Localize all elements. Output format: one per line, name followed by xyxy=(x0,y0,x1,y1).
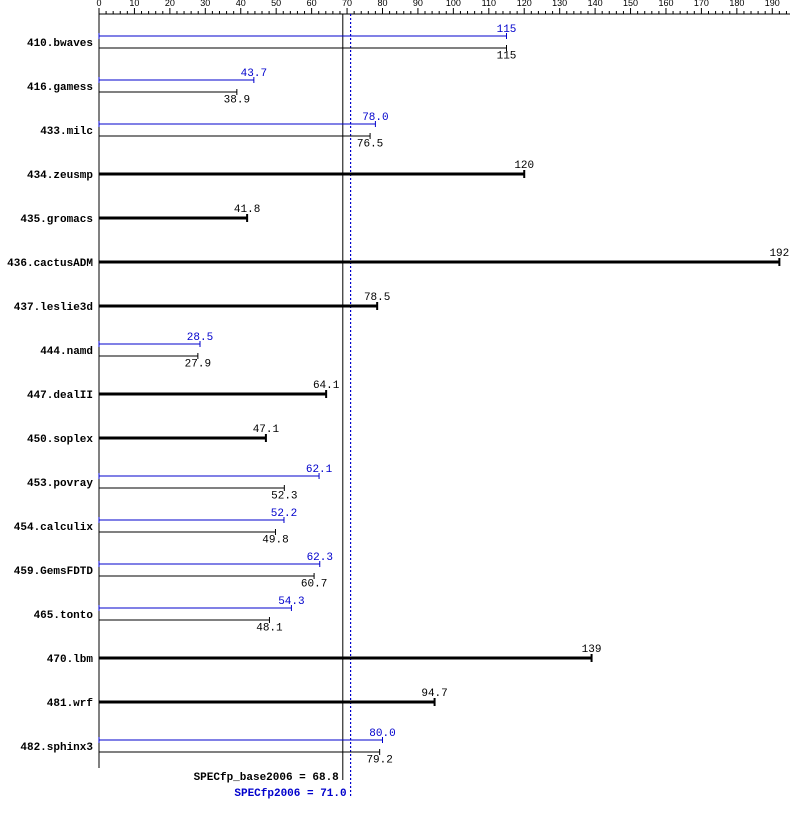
base-value-label: 139 xyxy=(582,644,602,656)
benchmark-row: 433.milc 78.0 76.5 xyxy=(40,112,388,150)
benchmark-label: 434.zeusmp xyxy=(27,170,93,182)
x-tick-label: 130 xyxy=(552,0,567,8)
benchmark-row: 447.dealII 64.1 xyxy=(27,380,340,402)
base-value-label: 94.7 xyxy=(421,688,447,700)
benchmark-label: 436.cactusADM xyxy=(7,258,93,270)
benchmark-row: 482.sphinx3 80.0 79.2 xyxy=(20,728,395,766)
summary-base-label: SPECfp_base2006 = 68.8 xyxy=(194,772,340,784)
benchmark-label: 433.milc xyxy=(40,126,93,138)
x-tick-label: 140 xyxy=(588,0,603,8)
peak-value-label: 115 xyxy=(497,24,517,36)
x-tick-label: 170 xyxy=(694,0,709,8)
peak-value-label: 80.0 xyxy=(369,728,395,740)
benchmark-label: 437.leslie3d xyxy=(14,302,93,314)
benchmark-label: 453.povray xyxy=(27,478,93,490)
base-value-label: 49.8 xyxy=(262,534,288,546)
benchmark-label: 470.lbm xyxy=(47,654,94,666)
benchmark-label: 454.calculix xyxy=(14,522,94,534)
benchmark-row: 416.gamess 43.7 38.9 xyxy=(27,68,267,106)
benchmark-label: 416.gamess xyxy=(27,82,93,94)
benchmark-row: 434.zeusmp 120 xyxy=(27,160,534,182)
x-tick-label: 10 xyxy=(129,0,139,8)
benchmark-label: 435.gromacs xyxy=(20,214,93,226)
peak-value-label: 62.3 xyxy=(307,552,333,564)
x-tick-label: 60 xyxy=(307,0,317,8)
base-value-label: 78.5 xyxy=(364,292,390,304)
benchmark-row: 436.cactusADM 192 xyxy=(7,248,789,270)
x-tick-label: 160 xyxy=(658,0,673,8)
base-value-label: 79.2 xyxy=(366,754,392,766)
x-tick-label: 30 xyxy=(200,0,210,8)
peak-value-label: 78.0 xyxy=(362,112,388,124)
x-tick-label: 100 xyxy=(446,0,461,8)
x-tick-label: 90 xyxy=(413,0,423,8)
benchmark-label: 465.tonto xyxy=(34,610,94,622)
x-tick-label: 20 xyxy=(165,0,175,8)
x-tick-label: 180 xyxy=(729,0,744,8)
benchmark-label: 481.wrf xyxy=(47,698,94,710)
peak-value-label: 62.1 xyxy=(306,464,333,476)
peak-value-label: 52.2 xyxy=(271,508,297,520)
spec-chart: 0 10 20 30 40 50 60 70 80 90 100 110 120 130 140 150 160… xyxy=(0,0,799,831)
x-tick-label: 120 xyxy=(517,0,532,8)
chart-svg: 0 10 20 30 40 50 60 70 80 90 100 110 120 130 140 150 160… xyxy=(0,0,799,831)
benchmark-row: 435.gromacs 41.8 xyxy=(20,204,260,226)
base-value-label: 52.3 xyxy=(271,490,297,502)
x-tick-label: 0 xyxy=(96,0,101,8)
base-value-label: 47.1 xyxy=(253,424,280,436)
base-value-label: 76.5 xyxy=(357,138,383,150)
x-tick-label: 110 xyxy=(482,0,496,8)
benchmark-label: 444.namd xyxy=(40,346,93,358)
benchmark-label: 459.GemsFDTD xyxy=(14,566,94,578)
benchmark-row: 481.wrf 94.7 xyxy=(47,688,448,710)
peak-value-label: 54.3 xyxy=(278,596,304,608)
base-value-label: 64.1 xyxy=(313,380,340,392)
benchmark-row: 454.calculix 52.2 49.8 xyxy=(14,508,297,546)
x-tick-label: 40 xyxy=(236,0,246,8)
benchmark-label: 450.soplex xyxy=(27,434,93,446)
benchmark-row: 465.tonto 54.3 48.1 xyxy=(34,596,305,634)
base-value-label: 60.7 xyxy=(301,578,327,590)
peak-value-label: 43.7 xyxy=(241,68,267,80)
base-value-label: 120 xyxy=(514,160,534,172)
x-tick-label: 50 xyxy=(271,0,281,8)
benchmark-label: 410.bwaves xyxy=(27,38,93,50)
benchmark-row: 437.leslie3d 78.5 xyxy=(14,292,391,314)
benchmark-row: 450.soplex 47.1 xyxy=(27,424,280,446)
benchmark-row: 453.povray 62.1 52.3 xyxy=(27,464,333,502)
x-axis: 0 10 20 30 40 50 60 70 80 90 100 110 120 130 140 150 160… xyxy=(96,0,790,14)
peak-value-label: 28.5 xyxy=(187,332,213,344)
benchmark-row: 459.GemsFDTD 62.3 60.7 xyxy=(14,552,333,590)
x-tick-label: 70 xyxy=(342,0,352,8)
base-value-label: 115 xyxy=(497,50,517,62)
benchmark-row: 444.namd 28.5 27.9 xyxy=(40,332,213,370)
base-value-label: 27.9 xyxy=(185,358,211,370)
benchmark-row: 410.bwaves 115 115 xyxy=(27,24,516,62)
summary-peak-label: SPECfp2006 = 71.0 xyxy=(234,788,346,800)
x-tick-label: 190 xyxy=(765,0,780,8)
base-value-label: 41.8 xyxy=(234,204,260,216)
benchmark-label: 447.dealII xyxy=(27,390,93,402)
benchmark-row: 470.lbm 139 xyxy=(47,644,602,666)
benchmark-label: 482.sphinx3 xyxy=(20,742,93,754)
x-tick-label: 150 xyxy=(623,0,638,8)
base-value-label: 48.1 xyxy=(256,622,283,634)
x-tick-label: 80 xyxy=(377,0,387,8)
base-value-label: 38.9 xyxy=(224,94,250,106)
base-value-label: 192 xyxy=(769,248,789,260)
